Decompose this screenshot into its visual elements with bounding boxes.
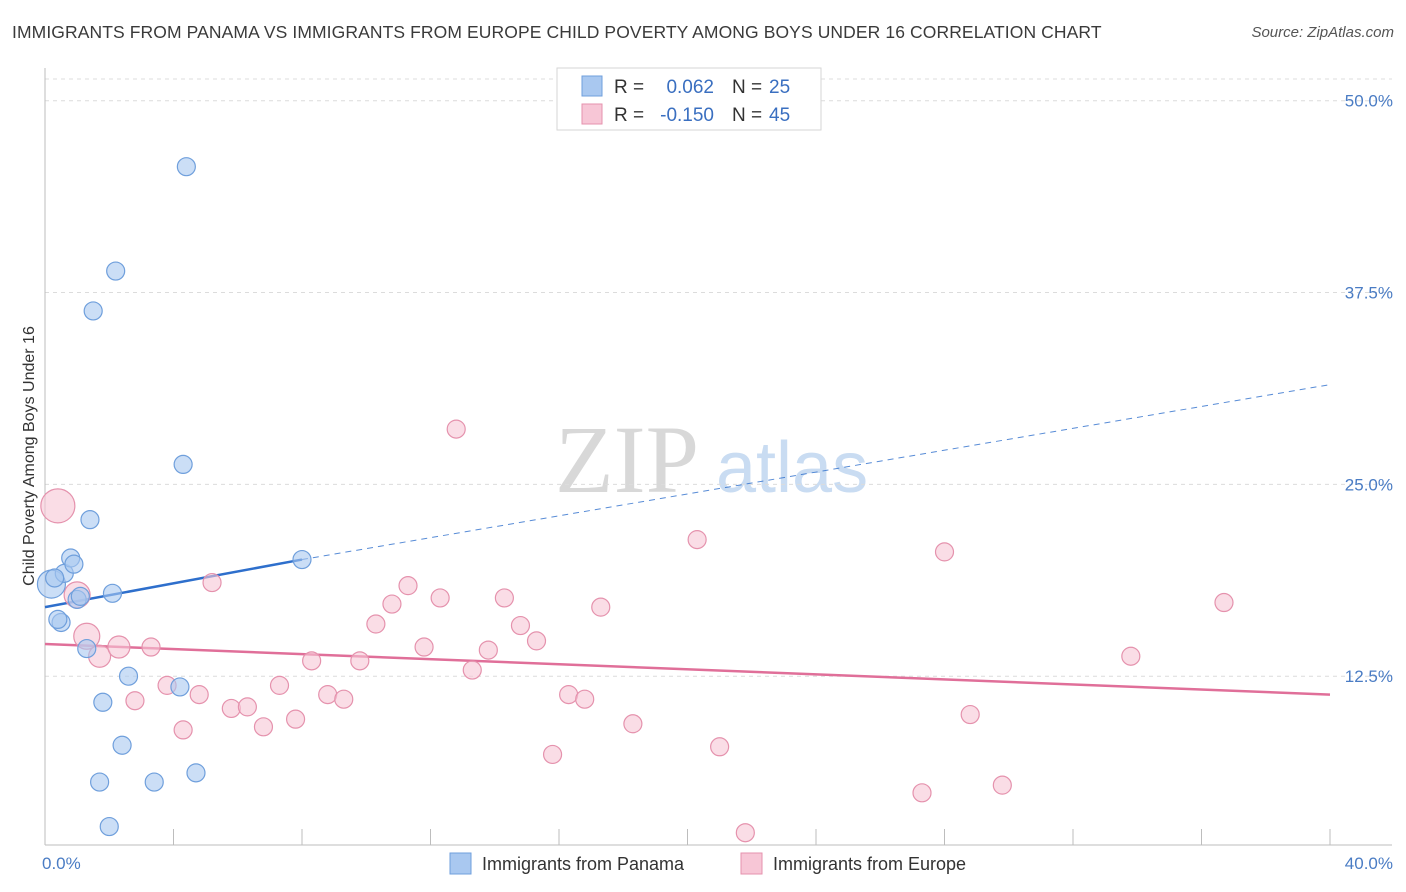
point-europe-28 (494, 588, 514, 608)
point-panama-10 (90, 772, 110, 792)
point-europe-32 (559, 685, 579, 705)
x-tick-label-min: 0.0% (42, 854, 81, 873)
point-europe-22 (398, 576, 418, 596)
series-legend-swatch-europe (740, 852, 763, 875)
point-panama-7 (77, 638, 97, 659)
point-europe-10 (202, 572, 222, 593)
point-panama-16 (144, 772, 164, 792)
legend-swatch-europe (581, 103, 603, 125)
point-panama-19 (176, 157, 196, 177)
point-panama-6 (70, 586, 90, 606)
point-europe-24 (430, 588, 450, 608)
point-europe-4 (107, 635, 131, 659)
y-tick-label-0: 12.5% (1345, 667, 1393, 686)
point-europe-20 (366, 614, 386, 634)
point-europe-18 (334, 689, 354, 709)
legend-r-label-panama: R = (614, 77, 644, 98)
point-europe-39 (912, 783, 932, 803)
point-panama-21 (292, 549, 312, 570)
legend-n-label-panama: N = (732, 77, 762, 98)
point-europe-23 (414, 637, 434, 657)
grid-lines (45, 78, 1392, 677)
point-europe-19 (350, 651, 370, 671)
point-europe-13 (253, 717, 274, 737)
point-panama-15 (118, 666, 139, 686)
point-europe-43 (1121, 646, 1141, 666)
point-europe-11 (221, 698, 241, 719)
point-europe-30 (526, 631, 547, 651)
chart-title: IMMIGRANTS FROM PANAMA VS IMMIGRANTS FRO… (12, 22, 1102, 42)
point-panama-11 (99, 816, 119, 837)
series-legend-label-europe: Immigrants from Europe (773, 854, 966, 874)
trend-panama-extrapolated (301, 384, 1331, 561)
point-europe-35 (623, 714, 643, 734)
x-tick-labels: 0.0% 40.0% (42, 854, 1393, 873)
watermark-zip: ZIP (555, 406, 699, 513)
watermark: ZIP atlas (555, 406, 868, 513)
point-europe-16 (302, 651, 322, 671)
y-tick-label-3: 50.0% (1345, 92, 1393, 111)
point-europe-12 (237, 697, 257, 717)
legend-n-value-europe: 45 (769, 105, 790, 126)
y-tick-labels: 12.5% 25.0% 37.5% 50.0% (1345, 92, 1393, 686)
trend-europe (44, 642, 1331, 696)
point-europe-33 (575, 689, 595, 709)
data-points (36, 157, 1234, 843)
point-panama-4 (64, 554, 84, 574)
point-europe-15 (285, 709, 306, 729)
point-europe-31 (542, 744, 563, 765)
point-panama-17 (170, 677, 190, 697)
legend-r-label-europe: R = (614, 105, 644, 126)
point-europe-40 (934, 542, 955, 562)
point-europe-17 (318, 685, 338, 705)
stats-legend: R = 0.062 N = 25 R = -0.150 N = 45 (556, 67, 822, 131)
point-panama-14 (112, 735, 132, 755)
series-legend-label-panama: Immigrants from Panama (482, 854, 685, 874)
point-europe-42 (992, 775, 1012, 795)
point-europe-21 (382, 594, 402, 614)
point-panama-24 (45, 568, 65, 588)
series-legend-swatch-panama (449, 852, 472, 875)
point-europe-25 (446, 419, 466, 439)
axes (44, 68, 1392, 846)
watermark-atlas: atlas (716, 428, 868, 508)
point-europe-8 (173, 720, 193, 740)
x-tick-label-max: 40.0% (1345, 854, 1393, 873)
y-tick-label-2: 37.5% (1345, 284, 1393, 303)
point-europe-14 (269, 675, 290, 695)
point-europe-34 (591, 597, 611, 617)
legend-r-value-panama: 0.062 (666, 77, 714, 98)
legend-n-value-panama: 25 (769, 77, 790, 98)
point-panama-18 (173, 454, 193, 475)
point-panama-23 (48, 609, 68, 630)
point-europe-0 (40, 488, 76, 524)
point-panama-13 (106, 261, 126, 281)
point-panama-20 (186, 763, 206, 783)
series-legend: Immigrants from Panama Immigrants from Eu… (449, 852, 966, 875)
point-europe-29 (510, 615, 531, 636)
point-europe-6 (141, 637, 161, 657)
point-panama-9 (93, 692, 113, 712)
point-europe-38 (735, 823, 755, 843)
point-europe-26 (462, 660, 482, 680)
point-europe-37 (710, 737, 730, 757)
point-europe-5 (125, 691, 145, 711)
point-europe-27 (478, 640, 498, 660)
legend-swatch-panama (581, 75, 603, 97)
legend-n-label-europe: N = (732, 105, 762, 126)
y-tick-label-1: 25.0% (1345, 475, 1393, 494)
source-credit: Source: ZipAtlas.com (1251, 24, 1394, 41)
point-europe-36 (687, 530, 707, 550)
legend-r-value-europe: -0.150 (660, 105, 714, 126)
point-europe-9 (189, 685, 209, 705)
point-panama-8 (83, 301, 103, 321)
y-axis-label: Child Poverty Among Boys Under 16 (21, 326, 38, 586)
point-europe-41 (960, 704, 980, 725)
point-panama-22 (80, 510, 100, 530)
point-panama-12 (102, 583, 123, 603)
point-europe-44 (1214, 592, 1234, 613)
